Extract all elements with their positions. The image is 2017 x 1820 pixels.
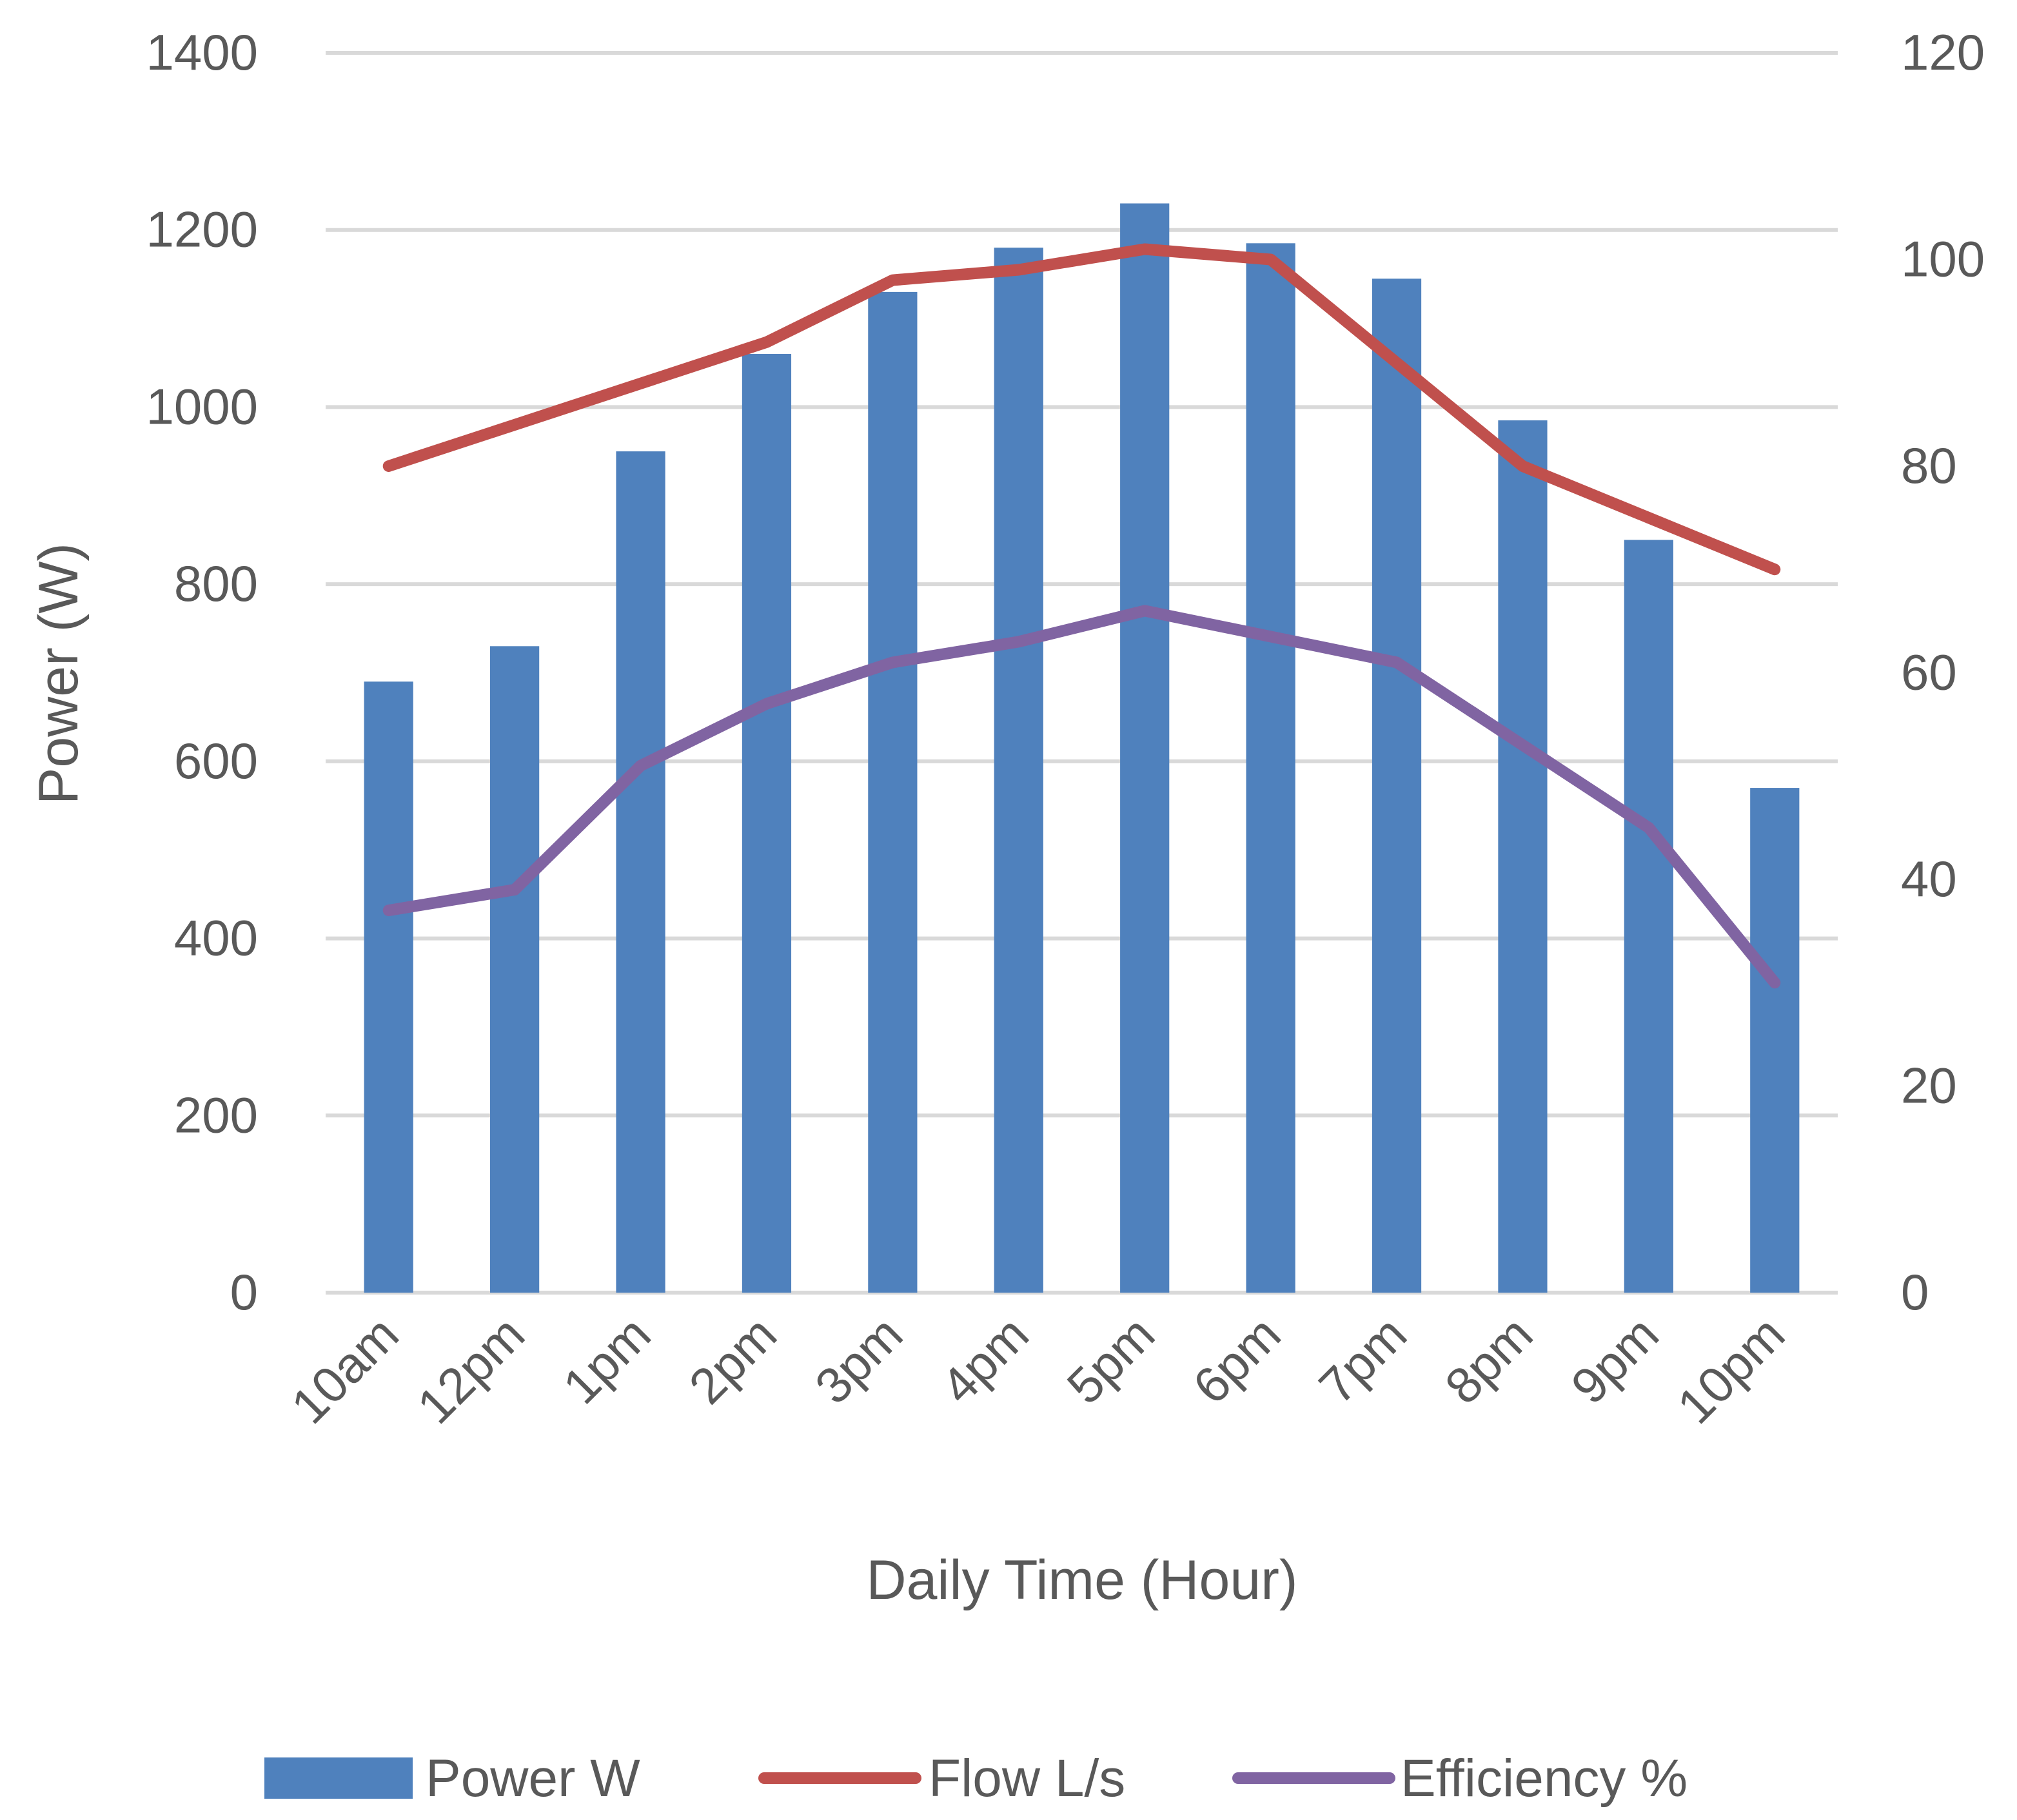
- y-axis-title: Power (W): [28, 543, 90, 805]
- bar-1pm: [616, 451, 665, 1293]
- y2-tick-label: 60: [1901, 644, 1957, 701]
- bar-9pm: [1624, 540, 1673, 1293]
- x-tick-label: 7pm: [1308, 1306, 1418, 1415]
- bar-series: [364, 203, 1800, 1293]
- bar-3pm: [868, 291, 918, 1293]
- y-tick-label: 0: [230, 1264, 258, 1320]
- x-tick-label: 10pm: [1666, 1306, 1795, 1434]
- y2-tick-label: 100: [1901, 231, 1985, 288]
- y-axis-right: 0 20 40 60 80 100 120: [1901, 24, 1985, 1320]
- gridlines: [326, 51, 1838, 1295]
- line-series: [382, 243, 1781, 989]
- y-axis-left: 0 200 400 600 800 1000 1200 1400: [146, 24, 258, 1320]
- bar-7pm: [1372, 279, 1422, 1293]
- x-tick-label: 8pm: [1434, 1306, 1544, 1415]
- x-tick-label: 1pm: [552, 1306, 662, 1415]
- x-tick-label: 5pm: [1056, 1306, 1166, 1415]
- bar-10am: [364, 681, 413, 1293]
- x-tick-label: 9pm: [1560, 1306, 1669, 1415]
- legend-swatch: [264, 1757, 413, 1799]
- x-axis-title: Daily Time (Hour): [867, 1549, 1298, 1611]
- legend: Power W Flow L/s Efficiency %: [264, 1749, 1687, 1808]
- x-tick-label: 3pm: [804, 1306, 914, 1415]
- y2-tick-label: 0: [1901, 1264, 1929, 1320]
- y-tick-label: 600: [174, 732, 258, 789]
- y2-tick-label: 80: [1901, 437, 1957, 494]
- bar-10pm: [1750, 788, 1800, 1293]
- legend-label: Efficiency %: [1401, 1749, 1687, 1808]
- x-tick-label: 10am: [280, 1306, 409, 1434]
- x-tick-label: 2pm: [678, 1306, 787, 1415]
- y-tick-label: 800: [174, 555, 258, 612]
- bar-12pm: [490, 646, 540, 1293]
- bar-6pm: [1246, 243, 1295, 1293]
- y2-tick-label: 40: [1901, 850, 1957, 907]
- y-tick-label: 1400: [146, 24, 258, 81]
- x-tick-label: 12pm: [406, 1306, 535, 1434]
- y2-tick-label: 120: [1901, 24, 1985, 81]
- y2-tick-label: 20: [1901, 1057, 1957, 1114]
- y-tick-label: 1000: [146, 378, 258, 435]
- bar-4pm: [994, 248, 1043, 1293]
- y-tick-label: 200: [174, 1086, 258, 1143]
- x-tick-label: 4pm: [930, 1306, 1039, 1415]
- y-tick-label: 1200: [146, 201, 258, 258]
- x-tick-label: 6pm: [1182, 1306, 1292, 1415]
- bar-8pm: [1498, 420, 1548, 1293]
- line-efficiency: [382, 605, 1781, 989]
- line-flow-l-s: [382, 243, 1781, 576]
- bar-5pm: [1120, 203, 1170, 1293]
- y-tick-label: 400: [174, 910, 258, 966]
- bar-2pm: [742, 354, 792, 1293]
- legend-label: Flow L/s: [929, 1749, 1125, 1808]
- legend-label: Power W: [426, 1749, 640, 1808]
